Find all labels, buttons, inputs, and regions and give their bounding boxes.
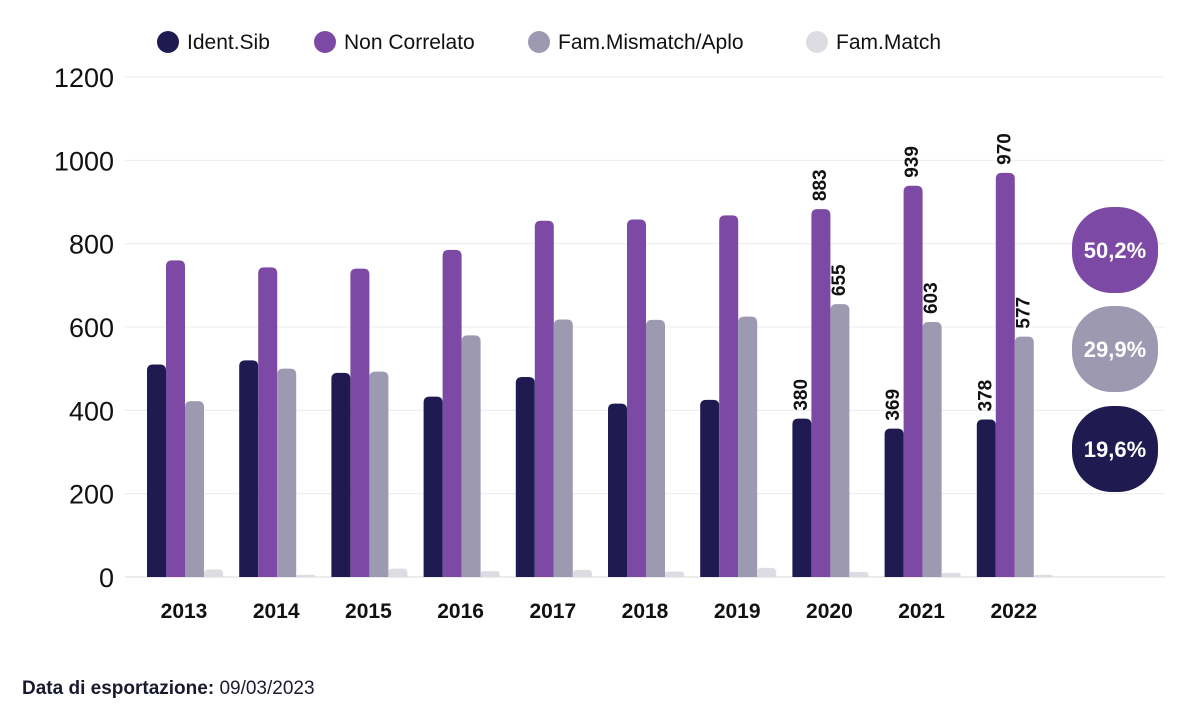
export-date-value: 09/03/2023 [219,678,315,699]
chart-bars: 380 883 655 369 939 603 378 970 577 [147,133,1053,578]
share-badges: 50,2% 29,9% 19,6% [1072,207,1158,492]
export-date-label: Data di esportazione: [22,678,215,699]
export-date: Data di esportazione: 09/03/2023 [22,678,315,700]
y-tick-label: 600 [69,313,114,343]
data-label: 577 [1013,297,1034,329]
bar-fam-mismatch-aplo-2015 [369,371,389,577]
bar-fam-match-2017 [572,569,592,577]
bar-ident-sib-2015 [331,372,351,577]
data-label: 369 [883,389,904,421]
bar-fam-mismatch-aplo-2013 [185,401,204,577]
bar-non-correlato-2017 [534,220,554,577]
share-badge [1072,406,1158,492]
bar-non-correlato-2013 [166,260,185,577]
bar-ident-sib-2022 [976,419,996,577]
bar-fam-match-2021 [941,572,961,577]
bar-ident-sib-2018 [608,403,627,577]
bar-ident-sib-2020 [792,418,812,577]
data-label: 970 [994,133,1015,165]
bar-fam-match-2014 [296,574,316,577]
bar-ident-sib-2016 [423,396,443,577]
legend-label: Fam.Mismatch/Aplo [558,31,744,54]
y-axis: 0 200 400 600 800 1000 1200 [54,63,114,593]
bar-fam-mismatch-aplo-2017 [553,319,573,577]
bar-non-correlato-2015 [350,268,370,577]
bar-ident-sib-2013 [147,364,166,577]
y-tick-label: 1200 [54,63,114,93]
bar-non-correlato-2016 [442,249,462,577]
x-axis: 2013 2014 2015 2016 2017 2018 2019 2020 2021 2022 [161,600,1038,623]
share-badge-label: 29,9% [1084,337,1146,362]
share-badge [1072,207,1158,293]
y-tick-label: 1000 [54,146,114,176]
bar-non-correlato-2022 [995,172,1015,578]
bar-ident-sib-2017 [515,377,535,577]
bar-fam-mismatch-aplo-2016 [461,335,481,577]
x-tick-label: 2014 [253,600,300,623]
bar-non-correlato-2019 [719,215,739,578]
x-tick-label: 2018 [622,600,669,623]
bar-fam-mismatch-aplo-2022 [1014,336,1034,577]
x-tick-label: 2019 [714,600,761,623]
bar-non-correlato-2021 [903,185,923,577]
legend-label: Fam.Match [836,31,941,54]
bar-ident-sib-2019 [700,399,720,577]
y-tick-label: 400 [69,396,114,426]
share-badge-label: 50,2% [1084,238,1146,263]
legend-label: Ident.Sib [187,31,270,54]
bar-fam-match-2016 [480,571,500,577]
x-tick-label: 2013 [161,600,208,623]
legend-swatch [528,31,550,53]
legend-swatch [806,31,828,53]
bar-fam-match-2013 [204,569,223,577]
data-label: 883 [810,169,831,201]
data-label: 939 [902,146,923,178]
legend-swatch [314,31,336,53]
legend-swatch [157,31,179,53]
x-tick-label: 2021 [898,600,945,623]
x-tick-label: 2020 [806,600,853,623]
x-tick-label: 2022 [990,600,1037,623]
y-tick-label: 200 [69,480,114,510]
share-badge-label: 19,6% [1084,437,1146,462]
x-tick-label: 2016 [437,600,484,623]
bar-non-correlato-2020 [811,209,831,578]
data-label: 603 [921,282,942,314]
bar-fam-mismatch-aplo-2020 [830,304,850,577]
bar-fam-match-2019 [757,567,777,577]
share-badge [1072,306,1158,392]
bar-ident-sib-2014 [239,360,259,577]
bar-fam-match-2015 [388,568,408,577]
legend-label: Non Correlato [344,31,475,54]
data-label: 380 [791,379,812,411]
bar-fam-mismatch-aplo-2019 [738,316,758,577]
bar-fam-mismatch-aplo-2018 [646,319,665,577]
bar-ident-sib-2021 [884,428,904,577]
data-label: 655 [829,264,850,296]
bar-fam-mismatch-aplo-2014 [277,368,297,577]
chart-legend: Ident.Sib Non Correlato Fam.Mismatch/Aplo F… [157,31,941,54]
bar-fam-match-2022 [1033,574,1053,577]
data-label: 378 [975,380,996,412]
x-tick-label: 2017 [529,600,576,623]
bar-fam-match-2020 [849,572,869,577]
bar-non-correlato-2018 [627,219,646,577]
y-tick-label: 0 [99,563,114,593]
bar-fam-match-2018 [665,571,684,577]
bar-non-correlato-2014 [258,267,278,577]
bar-fam-mismatch-aplo-2021 [922,322,942,577]
y-tick-label: 800 [69,230,114,260]
x-tick-label: 2015 [345,600,392,623]
